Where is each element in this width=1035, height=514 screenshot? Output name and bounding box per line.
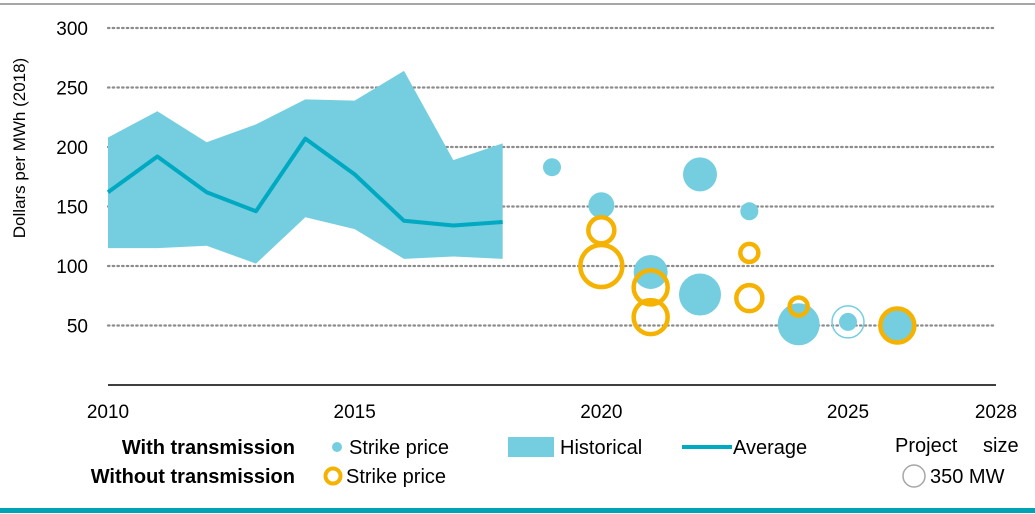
legend-strike-with-marker: [332, 442, 342, 452]
without-transmission-bubble-5: [734, 282, 765, 314]
legend: With transmission Without transmission S…: [91, 435, 1019, 488]
without-transmission-bubble-2: [631, 268, 670, 307]
legend-average-label: Average: [733, 437, 807, 459]
legend-size-marker: [902, 464, 926, 488]
y-tick-250: 250: [56, 79, 88, 100]
legend-project-label: Project: [895, 435, 958, 457]
y-tick-50: 50: [67, 317, 88, 338]
legend-size-value: 350 MW: [930, 466, 1005, 488]
legend-size-label: size: [983, 435, 1019, 457]
bottom-accent-bar: [0, 508, 1035, 513]
y-tick-200: 200: [56, 138, 88, 159]
without-transmission-bubble-0: [586, 215, 617, 246]
legend-strike-without-label: Strike price: [346, 466, 446, 488]
without-transmission-bubble-1: [578, 242, 625, 290]
without-transmission-bubble-6: [787, 295, 810, 318]
x-tick-2010: 2010: [87, 402, 129, 423]
y-tick-150: 150: [56, 198, 88, 219]
with-transmission-bubble-7: [839, 312, 857, 331]
with-transmission-bubble-8: [880, 309, 915, 344]
legend-with-transmission-label: With transmission: [122, 437, 295, 459]
legend-without-transmission-label: Without transmission: [91, 466, 295, 488]
y-tick-300: 300: [56, 19, 88, 40]
x-tick-2025: 2025: [827, 402, 869, 423]
legend-strike-with-label: Strike price: [349, 437, 449, 459]
with-transmission-bubble-6: [777, 303, 820, 346]
y-axis-label: Dollars per MWh (2018): [10, 58, 29, 238]
without-transmission-bubble-4: [738, 241, 761, 265]
without-transmission-bubble-7: [878, 306, 917, 345]
legend-strike-without-marker: [323, 466, 343, 486]
with-transmission-bubble-0: [543, 158, 561, 177]
legend-historical-swatch: [508, 437, 554, 457]
with-transmission-bubble-ring: [831, 305, 865, 339]
historical-band-layer: [108, 70, 503, 264]
average-line: [106, 136, 503, 228]
with-transmission-bubble-5: [740, 202, 759, 221]
historical-band: [108, 70, 503, 264]
with-transmission-bubble-3: [683, 157, 717, 192]
with-transmission-bubble-1: [588, 192, 615, 219]
average-line-layer: [106, 136, 503, 228]
with-transmission-bubble-4: [679, 273, 721, 316]
y-tick-100: 100: [56, 257, 88, 278]
legend-historical-label: Historical: [560, 437, 642, 459]
y-tick-labels: 50 100 150 200 250 300: [56, 19, 88, 338]
x-tick-2028: 2028: [975, 402, 1017, 423]
bubble-layer: [543, 157, 917, 346]
x-tick-labels: 2010 2015 2020 2025 2028: [87, 402, 1017, 423]
x-tick-2020: 2020: [580, 402, 622, 423]
without-transmission-bubble-3: [631, 297, 670, 337]
x-tick-2015: 2015: [334, 402, 376, 423]
top-frame-line: [0, 3, 1035, 5]
